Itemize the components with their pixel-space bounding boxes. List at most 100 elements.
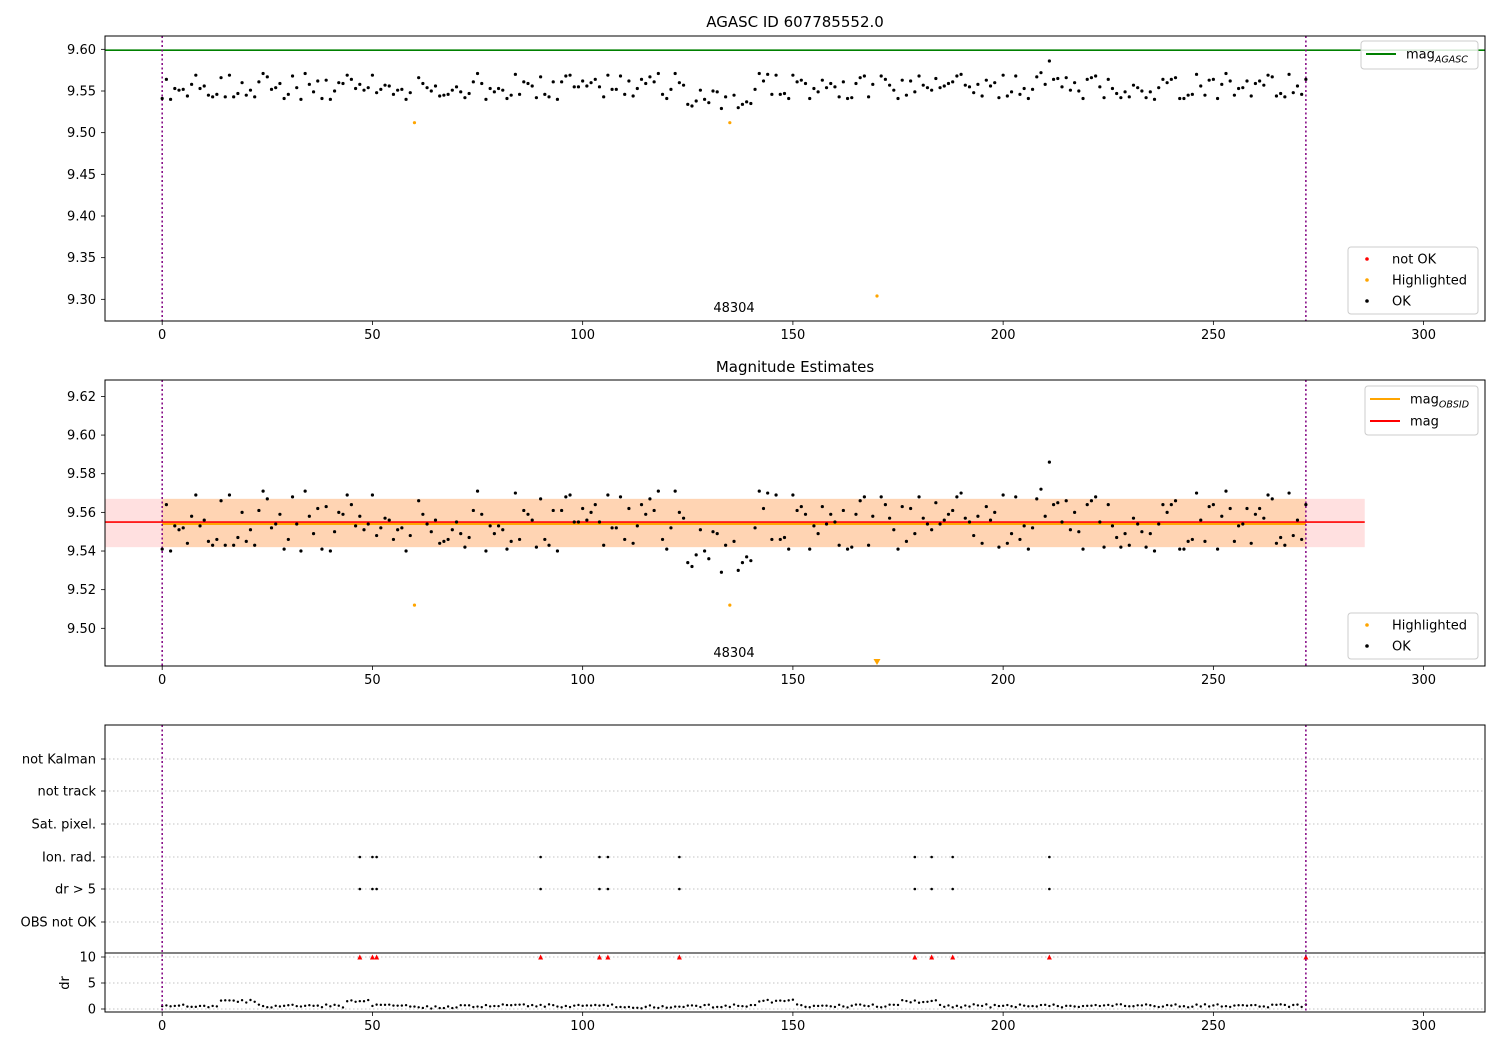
dr-point bbox=[291, 1003, 294, 1006]
dr-point bbox=[1107, 1003, 1110, 1007]
ok-point bbox=[295, 522, 299, 526]
ok-point bbox=[282, 547, 286, 551]
dr-point bbox=[518, 1003, 521, 1006]
ok-point bbox=[555, 549, 560, 553]
ok-point bbox=[1220, 514, 1224, 518]
ok-point bbox=[618, 495, 623, 499]
ok-point bbox=[934, 76, 938, 81]
dr-point bbox=[362, 1000, 366, 1003]
ok-point bbox=[736, 106, 740, 110]
x-tick-label: 100 bbox=[570, 673, 595, 688]
ok-point bbox=[732, 93, 736, 97]
dr-point bbox=[1128, 1005, 1131, 1008]
ok-point bbox=[1224, 489, 1228, 493]
ok-point bbox=[433, 84, 438, 88]
ok-point bbox=[707, 101, 711, 105]
ok-point bbox=[379, 526, 383, 530]
flag-point bbox=[678, 887, 681, 891]
ok-point bbox=[206, 93, 211, 97]
ok-point bbox=[1186, 93, 1190, 97]
dr-point bbox=[716, 1005, 719, 1009]
flag-point bbox=[1048, 887, 1051, 891]
ok-point bbox=[278, 81, 282, 86]
dr-point bbox=[451, 1006, 454, 1010]
ok-point bbox=[547, 95, 551, 99]
dr-point bbox=[1207, 1005, 1211, 1008]
ok-point bbox=[421, 512, 425, 516]
obsid-annotation: 48304 bbox=[713, 646, 754, 661]
ok-point bbox=[517, 537, 522, 542]
ok-point bbox=[211, 543, 215, 547]
ok-point bbox=[1211, 77, 1215, 81]
dr-point bbox=[459, 1004, 462, 1007]
y-tick-label: 9.50 bbox=[67, 622, 96, 637]
ok-point bbox=[896, 96, 900, 101]
ok-point bbox=[1123, 532, 1127, 536]
ok-point bbox=[1035, 497, 1039, 501]
ok-point bbox=[1173, 499, 1178, 503]
ok-point bbox=[900, 78, 904, 82]
dr-point bbox=[211, 1004, 214, 1008]
ok-point bbox=[677, 510, 681, 514]
ok-point bbox=[185, 94, 190, 98]
flag-point bbox=[371, 855, 374, 859]
ok-point bbox=[1245, 506, 1249, 511]
ok-point bbox=[740, 102, 745, 106]
dr-point bbox=[821, 1004, 824, 1007]
ok-point bbox=[429, 89, 433, 93]
ok-point bbox=[349, 503, 353, 507]
dr-point bbox=[589, 1004, 593, 1007]
dr-point bbox=[182, 1003, 185, 1006]
dr-point bbox=[1065, 1004, 1068, 1008]
dr-point bbox=[261, 1004, 265, 1008]
agasc-magnitude-panel: AGASC ID 607785552.0 48304 9.30 9.35 9.40 9.4… bbox=[67, 13, 1486, 343]
ok-point bbox=[290, 495, 295, 499]
ok-point bbox=[812, 524, 816, 528]
dr-point bbox=[997, 1004, 1001, 1008]
dr-tick-label: 5 bbox=[88, 977, 96, 992]
ok-point bbox=[900, 504, 904, 509]
ok-point bbox=[909, 506, 913, 511]
dr-point bbox=[308, 1004, 311, 1007]
ok-point bbox=[639, 77, 644, 81]
ok-point bbox=[1051, 503, 1056, 507]
flag-row-label: Ion. rad. bbox=[42, 851, 96, 866]
ok-point bbox=[421, 81, 425, 86]
dr-point bbox=[169, 1005, 172, 1008]
dr-point bbox=[1174, 1003, 1177, 1006]
ok-point bbox=[1270, 75, 1274, 79]
ok-point bbox=[681, 516, 686, 520]
ok-point bbox=[244, 93, 248, 97]
x-tick-label: 150 bbox=[780, 1019, 805, 1034]
ok-point bbox=[324, 504, 328, 509]
ok-point bbox=[1237, 524, 1241, 528]
x-tick-label: 150 bbox=[780, 673, 805, 688]
ok-point bbox=[450, 528, 454, 532]
dr-point bbox=[808, 1006, 811, 1009]
ok-point bbox=[627, 506, 631, 511]
ok-point bbox=[1237, 86, 1241, 91]
ok-point bbox=[1249, 541, 1253, 545]
ok-point bbox=[778, 537, 782, 542]
ok-point bbox=[909, 79, 913, 83]
ok-point bbox=[274, 86, 278, 90]
dr-point bbox=[816, 1004, 820, 1008]
ok-point bbox=[576, 520, 581, 524]
ok-point bbox=[602, 543, 606, 547]
ok-point bbox=[446, 537, 450, 542]
ok-point bbox=[198, 86, 202, 91]
ok-point bbox=[972, 91, 976, 95]
ok-point bbox=[1165, 510, 1169, 514]
dr-point bbox=[686, 1004, 689, 1007]
dr-capped-marker bbox=[374, 954, 380, 960]
ok-point bbox=[471, 508, 475, 513]
ok-point bbox=[930, 528, 934, 532]
dr-axis-label: dr bbox=[58, 976, 73, 990]
ok-point bbox=[850, 96, 854, 100]
ok-point bbox=[963, 83, 967, 87]
ok-point bbox=[505, 547, 509, 551]
dr-point bbox=[1043, 1003, 1047, 1007]
dr-point bbox=[354, 1000, 357, 1003]
dr-point bbox=[665, 1006, 668, 1009]
dr-point bbox=[1237, 1004, 1240, 1007]
